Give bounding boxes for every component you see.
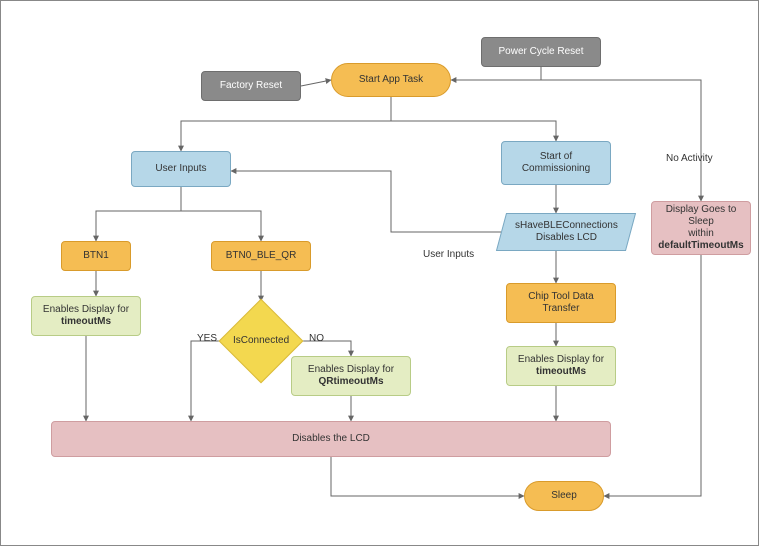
edge bbox=[231, 171, 501, 232]
node-btn1: BTN1 bbox=[61, 241, 131, 271]
node-label: Enables Display fortimeoutMs bbox=[518, 354, 604, 378]
node-label: Sleep bbox=[551, 490, 577, 502]
node-label: User Inputs bbox=[155, 163, 206, 175]
node-sleep: Sleep bbox=[524, 481, 604, 511]
node-user_inputs: User Inputs bbox=[131, 151, 231, 187]
node-label: Chip Tool DataTransfer bbox=[528, 291, 593, 315]
edge bbox=[301, 80, 331, 86]
edge-label-user_inputs2: User Inputs bbox=[423, 249, 474, 260]
node-label: Display Goes to SleepwithindefaultTimeou… bbox=[656, 204, 746, 252]
node-label: Enables Display fortimeoutMs bbox=[43, 304, 129, 328]
node-label: IsConnected bbox=[233, 335, 289, 347]
node-enable_timeout: Enables Display fortimeoutMs bbox=[31, 296, 141, 336]
node-start_app: Start App Task bbox=[331, 63, 451, 97]
node-label: Start ofCommissioning bbox=[522, 151, 590, 175]
node-enable_qr: Enables Display forQRtimeoutMs bbox=[291, 356, 411, 396]
node-label: BTN1 bbox=[83, 250, 109, 262]
node-btn0: BTN0_BLE_QR bbox=[211, 241, 311, 271]
node-disables_lcd: Disables the LCD bbox=[51, 421, 611, 457]
edge bbox=[391, 97, 556, 141]
edge bbox=[331, 457, 524, 496]
node-label: Start App Task bbox=[359, 74, 423, 86]
node-label: Disables the LCD bbox=[292, 433, 370, 445]
node-label: sHaveBLEConnectionsDisables LCD bbox=[515, 220, 618, 244]
edge bbox=[181, 187, 261, 241]
node-label: Power Cycle Reset bbox=[498, 46, 583, 58]
edge-label-no: NO bbox=[309, 333, 324, 344]
flowchart-canvas: Power Cycle Reset Factory Reset Start App … bbox=[0, 0, 759, 546]
node-ble_conn: sHaveBLEConnectionsDisables LCD bbox=[496, 213, 636, 251]
edge bbox=[451, 67, 541, 80]
node-enable_timeout2: Enables Display fortimeoutMs bbox=[506, 346, 616, 386]
edge bbox=[604, 255, 701, 496]
node-chip_tool: Chip Tool DataTransfer bbox=[506, 283, 616, 323]
edge bbox=[181, 97, 391, 151]
node-power_cycle: Power Cycle Reset bbox=[481, 37, 601, 67]
node-label: Enables Display forQRtimeoutMs bbox=[308, 364, 394, 388]
edge bbox=[191, 341, 231, 421]
node-label: BTN0_BLE_QR bbox=[226, 250, 297, 262]
node-label: Factory Reset bbox=[220, 80, 282, 92]
edge bbox=[96, 187, 181, 241]
node-start_comm: Start ofCommissioning bbox=[501, 141, 611, 185]
edge-label-no_activity: No Activity bbox=[666, 153, 713, 164]
edge-label-yes: YES bbox=[197, 333, 217, 344]
node-factory_reset: Factory Reset bbox=[201, 71, 301, 101]
node-display_sleep: Display Goes to SleepwithindefaultTimeou… bbox=[651, 201, 751, 255]
